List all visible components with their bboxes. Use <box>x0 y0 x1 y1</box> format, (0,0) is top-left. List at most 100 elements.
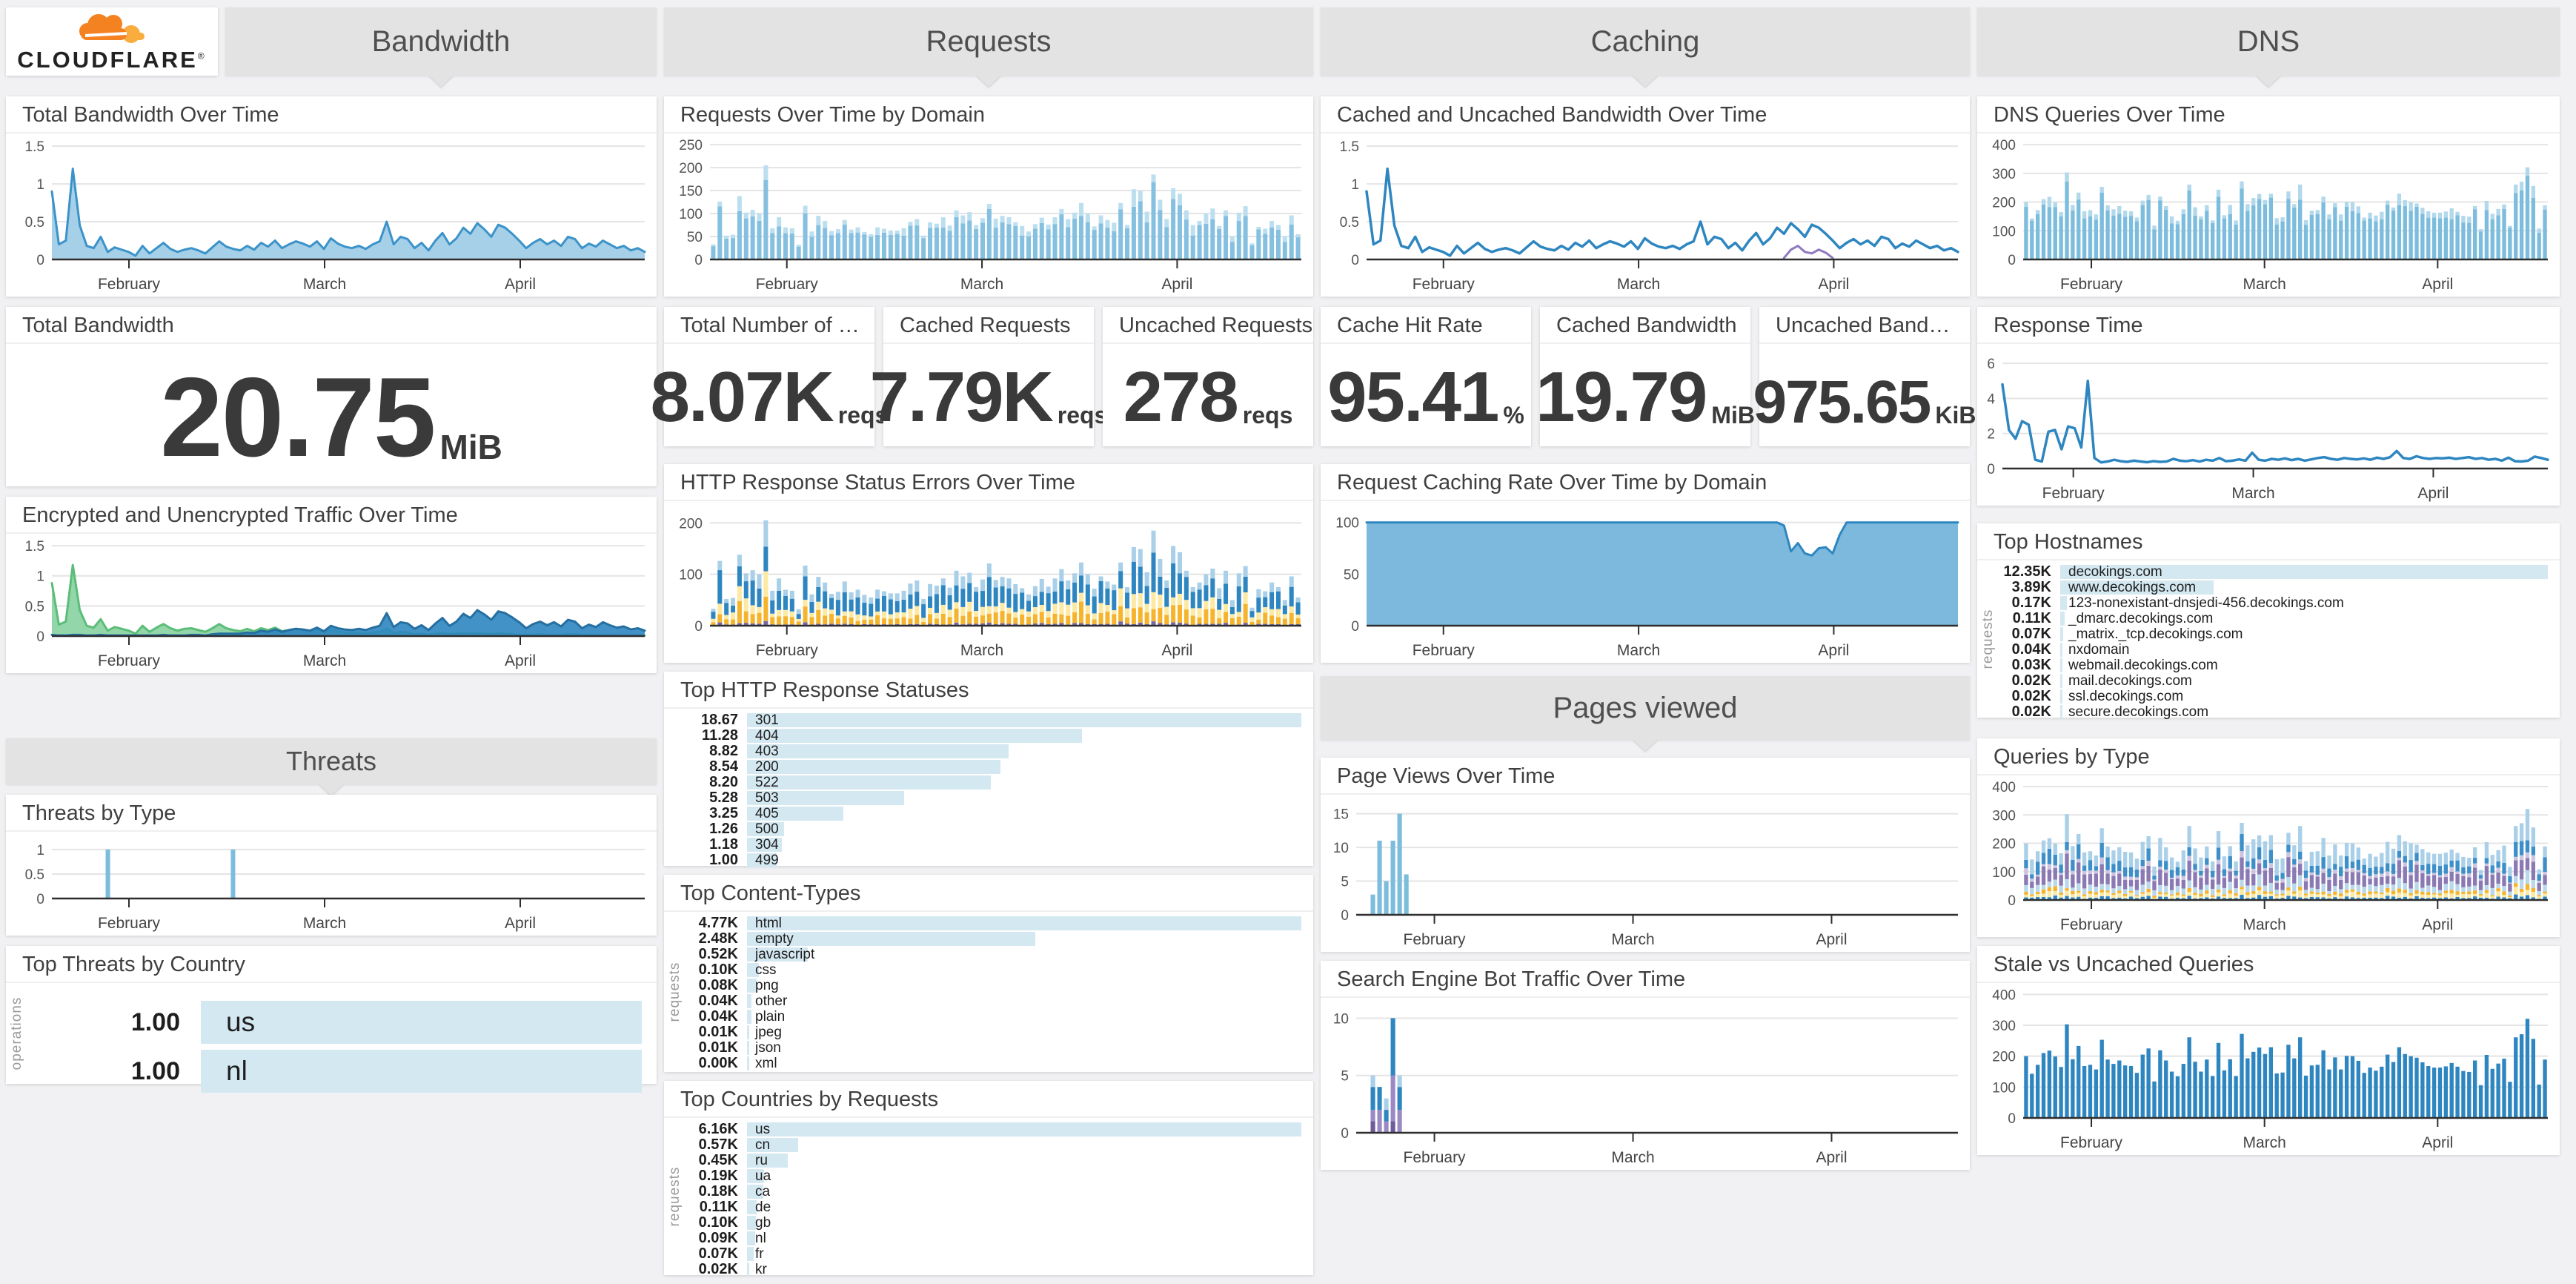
response-time-chart[interactable]: 0 2 4 6 February March April <box>1977 344 2560 506</box>
top-http-statuses-list[interactable]: 18.67 301 11.28 404 8.82 403 8.54 200 8.20 522 5.2… <box>664 709 1313 868</box>
stale-uncached-chart[interactable]: 0 100 200 300 400 February March April <box>1977 983 2560 1155</box>
list-row[interactable]: 0.02K secure.decokings.com <box>1977 704 2560 720</box>
top-content-types-list[interactable]: requests 4.77K html 2.48K empty 0.52K javascri… <box>664 912 1313 1072</box>
list-row[interactable]: 3.89K www.decokings.com <box>1977 579 2560 595</box>
list-row[interactable]: 0.07K fr <box>664 1245 1313 1262</box>
row-bar <box>747 713 1301 727</box>
list-row[interactable]: 0.03K webmail.decokings.com <box>1977 657 2560 673</box>
pointer-icon <box>319 784 344 795</box>
row-value: 4.77K <box>698 915 738 931</box>
cached-uncached-bandwidth-chart[interactable]: 0 0.5 1 1.5 February March April <box>1321 133 1970 297</box>
dns-queries-chart[interactable]: 0 100 200 300 400 February March April <box>1977 133 2560 297</box>
pointer-icon <box>2256 75 2281 87</box>
row-value: 18.67 <box>700 712 738 728</box>
list-row[interactable]: 0.08K png <box>664 977 1313 993</box>
row-value: 8.82 <box>709 743 738 759</box>
svg-text:0: 0 <box>1987 462 1995 477</box>
list-row[interactable]: 0.09K nl <box>664 1230 1313 1246</box>
svg-text:2: 2 <box>1987 427 1995 443</box>
list-row[interactable]: 2.48K empty <box>664 930 1313 947</box>
axis-label: operations <box>9 996 24 1070</box>
uncached-requests-stat: 278 reqs <box>1103 344 1313 446</box>
svg-text:March: March <box>960 276 1003 293</box>
row-value: 1.00 <box>130 1056 180 1085</box>
total-requests-stat: 8.07K reqs <box>651 344 889 446</box>
row-label: html <box>755 916 782 931</box>
list-row[interactable]: 0.18K ca <box>664 1183 1313 1199</box>
svg-text:February: February <box>1404 1149 1467 1166</box>
row-label: jpeg <box>755 1025 782 1040</box>
list-row[interactable]: 0.00K xml <box>664 1055 1313 1071</box>
list-row[interactable]: 0.02K kr <box>664 1261 1313 1277</box>
row-bar <box>2060 580 2214 595</box>
top-countries-list[interactable]: requests 6.16K us 0.57K cn 0.45K ru 0.19K ua 0.18… <box>664 1118 1313 1277</box>
row-label: 499 <box>755 853 779 868</box>
section-header-dns: DNS <box>1977 7 2560 87</box>
bandwidth-over-time-chart[interactable]: 0 0.5 1 1.5 February March April <box>6 133 657 297</box>
row-value: 0.00K <box>698 1055 738 1071</box>
list-row[interactable]: 1.26 500 <box>664 821 1313 837</box>
list-row[interactable]: 0.01K json <box>664 1039 1313 1056</box>
list-row[interactable]: 0.04K nxdomain <box>1977 641 2560 658</box>
panel-title: Top Threats by Country <box>6 946 657 983</box>
list-row[interactable]: 3.25 405 <box>664 805 1313 821</box>
caching-rate-chart[interactable]: 0 50 100 February March April <box>1321 501 1970 663</box>
row-bar <box>747 1138 799 1152</box>
row-value: 5.28 <box>709 790 738 806</box>
list-row[interactable]: 1.00 nl <box>6 1047 657 1096</box>
total-bandwidth-stat: 20.75 MiB <box>6 344 657 486</box>
encrypted-traffic-chart[interactable]: 0 0.5 1 1.5 February March April <box>6 534 657 673</box>
row-value: 11.28 <box>702 727 738 744</box>
svg-text:February: February <box>98 915 161 932</box>
list-row[interactable]: 8.54 200 <box>664 758 1313 775</box>
list-row[interactable]: 0.10K css <box>664 962 1313 978</box>
list-row[interactable]: 18.67 301 <box>664 712 1313 728</box>
top-threats-list[interactable]: operations 1.00 us 1.00 nl <box>6 983 657 1093</box>
list-row[interactable]: 8.20 522 <box>664 774 1313 790</box>
svg-text:March: March <box>1611 931 1654 948</box>
svg-text:200: 200 <box>1992 837 2016 853</box>
list-row[interactable]: 5.28 503 <box>664 790 1313 806</box>
page-views-chart[interactable]: 0 5 10 15 February March April <box>1321 795 1970 952</box>
http-errors-chart[interactable]: 0 100 200 February March April <box>664 501 1313 663</box>
list-row[interactable]: 6.16K us <box>664 1121 1313 1137</box>
stat-value: 8.07K <box>650 357 834 437</box>
list-row[interactable]: 0.52K javascript <box>664 946 1313 962</box>
list-row[interactable]: 4.77K html <box>664 915 1313 931</box>
row-label: png <box>755 978 779 993</box>
list-row[interactable]: 0.04K other <box>664 993 1313 1009</box>
panel-title: Total Bandwidth Over Time <box>6 96 657 133</box>
panel-title: Top Hostnames <box>1977 523 2560 560</box>
row-bar <box>747 822 785 836</box>
list-row[interactable]: 0.45K ru <box>664 1152 1313 1168</box>
list-row[interactable]: 0.11K de <box>664 1199 1313 1215</box>
svg-text:February: February <box>2060 916 2123 933</box>
section-header-caching: Caching <box>1321 7 1970 87</box>
section-header-pages-viewed: Pages viewed <box>1321 676 1970 751</box>
list-row[interactable]: 0.10K gb <box>664 1214 1313 1231</box>
list-row[interactable]: 11.28 404 <box>664 727 1313 744</box>
list-row[interactable]: 0.57K cn <box>664 1136 1313 1153</box>
list-row[interactable]: 0.07K _matrix._tcp.decokings.com <box>1977 626 2560 642</box>
list-row[interactable]: 1.18 304 <box>664 836 1313 853</box>
stat-value: 19.79 <box>1536 357 1707 437</box>
list-row[interactable]: 12.35K decokings.com <box>1977 563 2560 580</box>
list-row[interactable]: 0.17K 123-nonexistant-dnsjedi-456.decokin… <box>1977 595 2560 611</box>
list-row[interactable]: 1.00 499 <box>664 852 1313 868</box>
svg-text:March: March <box>960 642 1003 659</box>
list-row[interactable]: 0.11K _dmarc.decokings.com <box>1977 610 2560 626</box>
bot-traffic-chart[interactable]: 0 5 10 February March April <box>1321 998 1970 1170</box>
row-bar <box>2060 596 2068 610</box>
row-bar <box>2060 627 2063 641</box>
list-row[interactable]: 0.02K ssl.decokings.com <box>1977 688 2560 704</box>
list-row[interactable]: 0.02K mail.decokings.com <box>1977 672 2560 689</box>
list-row[interactable]: 0.19K ua <box>664 1168 1313 1184</box>
list-row[interactable]: 0.01K jpeg <box>664 1024 1313 1040</box>
list-row[interactable]: 0.04K plain <box>664 1008 1313 1025</box>
requests-over-time-chart[interactable]: 0 50 100 150 200 250 February March April <box>664 133 1313 297</box>
list-row[interactable]: 8.82 403 <box>664 743 1313 759</box>
list-row[interactable]: 1.00 us <box>6 998 657 1047</box>
threats-by-type-chart[interactable]: 0 0.5 1 February March April <box>6 832 657 936</box>
queries-by-type-chart[interactable]: 0 100 200 300 400 February March April <box>1977 775 2560 937</box>
top-hostnames-list[interactable]: requests 12.35K decokings.com 3.89K www.deco… <box>1977 560 2560 720</box>
